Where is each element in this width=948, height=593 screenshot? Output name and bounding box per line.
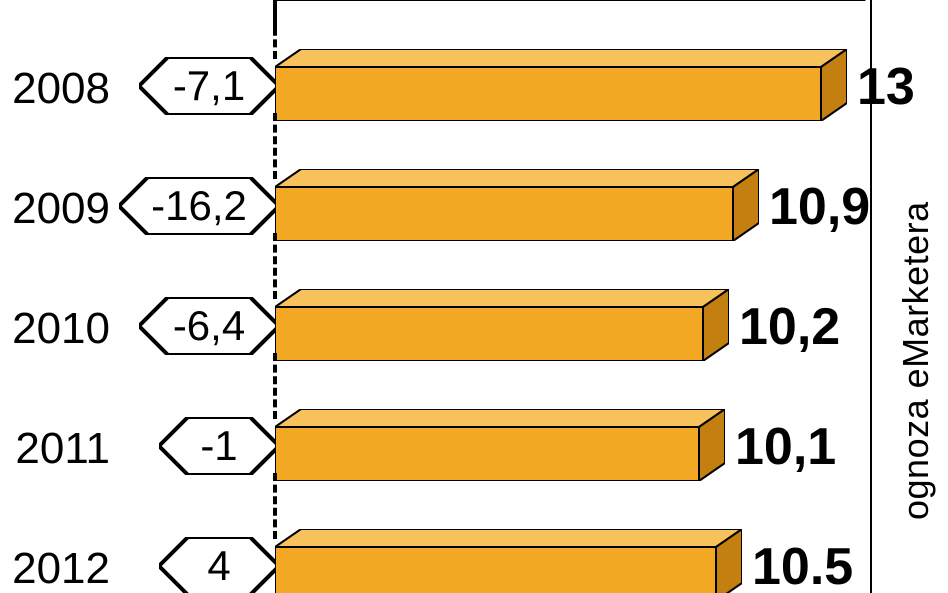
bar-value: 10,9: [769, 177, 870, 237]
year-label: 2009: [0, 184, 110, 234]
bar: [275, 409, 725, 485]
bar-chart-3d: ognoza eMarketera2007 b.d. 142008 -7,1 1…: [0, 0, 948, 593]
chart-row: 2009 -16,2 10,9: [0, 147, 948, 267]
bar: [275, 49, 847, 125]
chart-row: 2010 -6,4 10,2: [0, 267, 948, 387]
axis-dash: [273, 0, 277, 30]
bar-value: 13: [857, 57, 915, 117]
bar: [275, 529, 742, 593]
delta-value: 4: [159, 544, 279, 588]
bar: [275, 169, 759, 245]
year-label: 2010: [0, 304, 110, 354]
chart-row: 2012 4 10.5: [0, 507, 948, 593]
bar: [275, 289, 729, 365]
delta-value: -1: [159, 424, 279, 468]
chart-row: 2008 -7,1 13: [0, 27, 948, 147]
year-label: 2012: [0, 544, 110, 593]
delta-value: -16,2: [119, 184, 279, 228]
chart-row: 2011 -1 10,1: [0, 387, 948, 507]
year-label: 2011: [0, 424, 110, 474]
bar-value: 10,2: [739, 297, 840, 357]
delta-value: -7,1: [139, 64, 279, 108]
bar-value: 10.5: [752, 537, 853, 593]
chart-row: 2007 b.d. 14: [0, 0, 948, 27]
bar: [275, 0, 889, 5]
bar-value: 10,1: [735, 417, 836, 477]
year-label: 2008: [0, 64, 110, 114]
delta-value: -6,4: [139, 304, 279, 348]
